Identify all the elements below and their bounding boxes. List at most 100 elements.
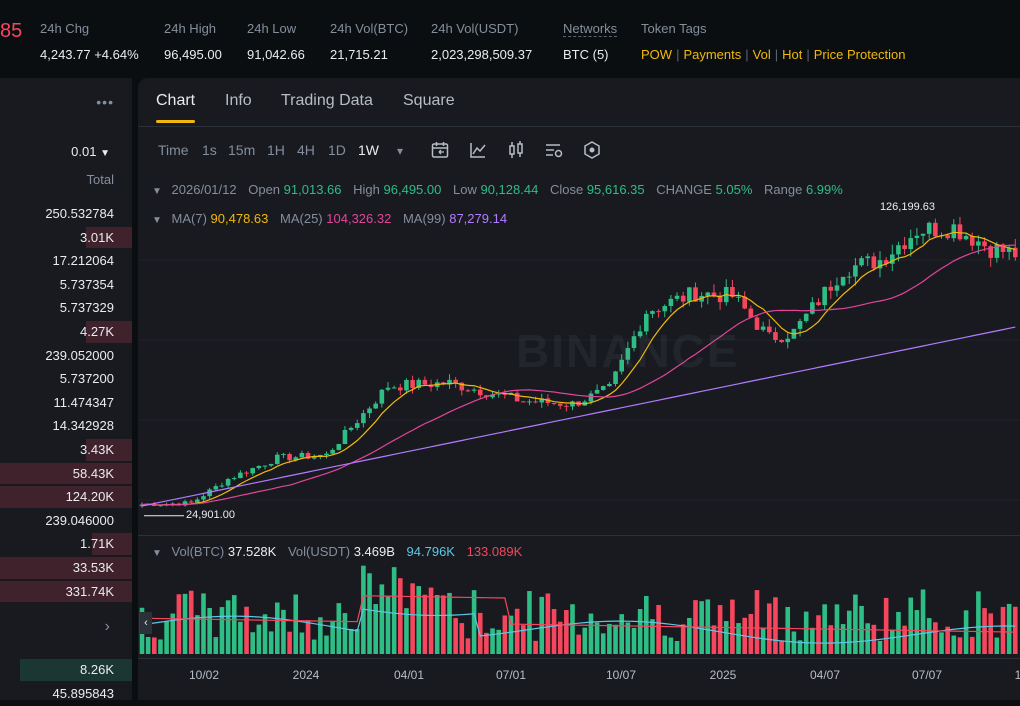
volume-bar: [207, 607, 212, 654]
ma99-line: [141, 326, 1016, 507]
interval-1d[interactable]: 1D: [328, 142, 346, 158]
interval-1s[interactable]: 1s: [202, 142, 217, 158]
ask-row[interactable]: 4.27K: [0, 320, 132, 344]
tab-trading-data[interactable]: Trading Data: [281, 92, 373, 109]
stat-value: 21,715.21: [330, 47, 388, 62]
tab-info[interactable]: Info: [225, 92, 252, 109]
interval-15m[interactable]: 15m: [228, 142, 256, 158]
ma25-value: 104,326.32: [326, 211, 392, 226]
candle: [853, 265, 858, 277]
interval-dropdown-icon[interactable]: ▾: [397, 144, 404, 158]
candle: [865, 256, 870, 259]
volume-bar: [336, 603, 342, 654]
candle: [650, 311, 655, 314]
depth-icon[interactable]: [582, 140, 602, 160]
ask-row[interactable]: 58.43K: [0, 462, 132, 486]
vol-usdt-label: Vol(USDT): [287, 544, 351, 559]
candle: [348, 427, 354, 430]
volume-bar: [231, 595, 237, 654]
stat-networks[interactable]: Networks BTC (5): [563, 20, 618, 64]
volume-bar: [219, 607, 225, 654]
volume-bar: [422, 594, 428, 654]
scroll-left-button[interactable]: ‹: [140, 612, 152, 634]
volume-bar: [404, 608, 409, 654]
more-options-icon[interactable]: •••: [96, 94, 114, 110]
candle: [945, 235, 950, 239]
chevron-right-icon[interactable]: ›: [104, 618, 110, 635]
stat-value[interactable]: BTC (5): [563, 47, 609, 62]
volume-bar: [305, 620, 311, 654]
tab-chart[interactable]: Chart: [146, 92, 205, 123]
candle-type-icon[interactable]: [506, 140, 526, 160]
volume-bar: [201, 593, 206, 654]
collapse-icon[interactable]: ▼: [152, 186, 162, 197]
bid-row[interactable]: 8.26K: [0, 658, 132, 682]
ask-row[interactable]: 250.532784: [0, 202, 132, 226]
candle: [674, 295, 680, 299]
indicator-icon[interactable]: [468, 140, 488, 160]
interval-1h[interactable]: 1H: [267, 142, 285, 158]
volume-bar: [398, 578, 403, 654]
volume-bar: [324, 635, 329, 654]
ask-row[interactable]: 5.737329: [0, 296, 132, 320]
volume-bar: [976, 591, 981, 654]
volume-bar: [533, 640, 538, 654]
token-tag[interactable]: Payments: [683, 47, 742, 62]
chevron-down-icon: ▼: [100, 148, 110, 159]
chart-settings-icon[interactable]: [544, 140, 564, 160]
ask-row[interactable]: 239.052000: [0, 344, 132, 368]
candle: [490, 394, 495, 398]
candle: [840, 276, 846, 286]
volume-bar: [656, 604, 661, 654]
ask-row[interactable]: 17.212064: [0, 249, 132, 273]
volume-bar: [275, 602, 280, 654]
price-chart-area[interactable]: BINANCE ▼ 2026/01/12 Open 91,013.66 High…: [138, 174, 1020, 700]
token-tag[interactable]: Hot: [782, 47, 803, 62]
ask-row[interactable]: 239.046000: [0, 509, 132, 533]
candle: [951, 224, 957, 239]
volume-bar: [373, 604, 378, 654]
volume-bar: [477, 612, 483, 654]
volume-bar: [170, 613, 176, 654]
ask-row[interactable]: 3.01K: [0, 226, 132, 250]
ask-total: 124.20K: [65, 489, 114, 505]
interval-4h[interactable]: 4H: [297, 142, 315, 158]
ask-row[interactable]: 33.53K: [0, 556, 132, 580]
volume-bar: [182, 593, 188, 654]
volume-bar: [773, 597, 778, 654]
high-label: High: [353, 182, 380, 197]
candle: [730, 287, 735, 297]
tab-square[interactable]: Square: [403, 92, 455, 109]
ask-row[interactable]: 14.342928: [0, 414, 132, 438]
ask-row[interactable]: 5.737354: [0, 273, 132, 297]
volume-bar: [195, 615, 200, 654]
precision-select[interactable]: 0.01 ▼: [71, 144, 110, 159]
ask-row[interactable]: 5.737200: [0, 367, 132, 391]
calendar-icon[interactable]: [430, 140, 450, 160]
ask-row[interactable]: 124.20K: [0, 485, 132, 509]
volume-bar: [484, 632, 489, 654]
volume-bar: [644, 595, 649, 654]
volume-bar: [730, 599, 735, 654]
candle: [262, 465, 268, 467]
token-tag[interactable]: POW: [641, 47, 673, 62]
ask-row[interactable]: 3.43K: [0, 438, 132, 462]
x-tick-label: 10/07: [605, 668, 637, 682]
volume-bar: [391, 567, 397, 654]
token-tag[interactable]: Price Protection: [813, 47, 906, 62]
interval-1w[interactable]: 1W: [358, 142, 379, 158]
collapse-icon[interactable]: ▼: [152, 548, 162, 559]
volume-bar: [262, 614, 268, 654]
volume-bar: [865, 623, 870, 654]
ask-row[interactable]: 1.71K: [0, 532, 132, 556]
ask-row[interactable]: 331.74K: [0, 580, 132, 604]
pane-divider[interactable]: [138, 535, 1020, 536]
ask-row[interactable]: 11.474347: [0, 391, 132, 415]
bid-row[interactable]: 45.895843: [0, 682, 132, 706]
interval-time[interactable]: Time: [158, 142, 189, 158]
collapse-icon[interactable]: ▼: [152, 215, 162, 226]
stat-label: 24h Chg: [40, 21, 90, 36]
token-tag[interactable]: Vol: [752, 47, 771, 62]
candle: [619, 359, 624, 372]
volume-bar: [914, 610, 920, 654]
